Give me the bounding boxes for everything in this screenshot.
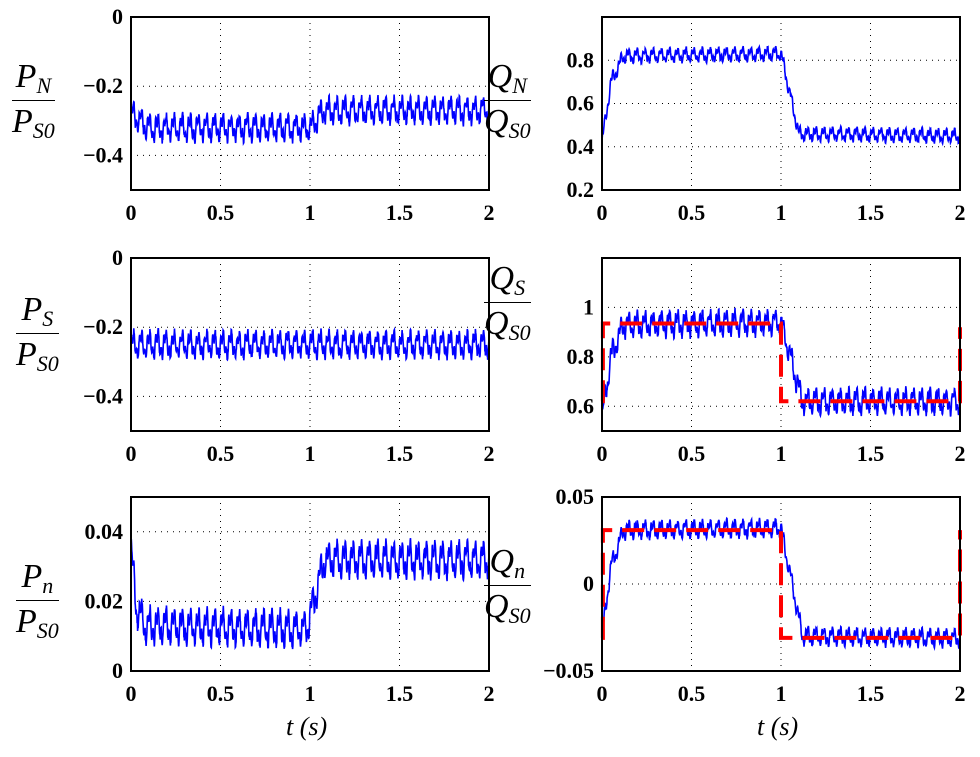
x-tick-label: 1.5 [386, 200, 414, 225]
subplot-2: 0 0.5 1 1.5 2 0 −0.2 −0.4 [83, 245, 495, 466]
y-tick-label: 0.02 [85, 588, 124, 613]
x-tick-label: 0 [597, 681, 608, 706]
y-tick-label: 0 [583, 571, 594, 596]
x-tick-label: 2 [484, 200, 495, 225]
ylabel-qs-over-qs0: QS QS0 [484, 260, 531, 345]
ylabel-qn-small-over-qs0: Qn QS0 [484, 543, 531, 628]
y-tick-label: 0 [112, 4, 123, 29]
y-tick-label: 0 [112, 245, 123, 270]
y-tick-label: 0.6 [567, 91, 595, 116]
axes-frame [601, 257, 961, 432]
y-tick-label: −0.4 [83, 383, 123, 408]
subplot-0: 0 0.5 1 1.5 2 0 −0.2 −0.4 [83, 4, 495, 225]
x-tick-label: 0.5 [207, 200, 235, 225]
y-tick-label: 0.6 [567, 393, 595, 418]
x-tick-label: 2 [484, 681, 495, 706]
x-tick-label: 1 [776, 681, 787, 706]
measured-series-line [601, 307, 961, 419]
axes-frame [130, 16, 490, 191]
axes-frame [130, 257, 490, 432]
x-tick-label: 1 [776, 441, 787, 466]
xlabel-right: t (s) [757, 712, 799, 741]
measured-series-line [130, 326, 490, 362]
y-tick-label: −0.2 [83, 314, 123, 339]
xlabel-left: t (s) [286, 712, 328, 741]
subplot-5: 0 0.5 1 1.5 20.050−0.05 [543, 484, 966, 706]
plot-area [131, 497, 489, 671]
x-tick-label: 0.5 [678, 681, 706, 706]
x-tick-label: 2 [955, 200, 966, 225]
x-tick-label: 0 [126, 441, 137, 466]
ylabel-ps-over-ps0: PS PS0 [16, 291, 59, 376]
x-tick-label: 2 [955, 441, 966, 466]
x-tick-label: 1 [305, 681, 316, 706]
x-tick-label: 1 [305, 441, 316, 466]
ylabel-pn-small-over-ps0: Pn PS0 [16, 558, 59, 643]
x-tick-label: 0 [597, 200, 608, 225]
x-tick-label: 0.5 [678, 441, 706, 466]
y-tick-label: 0 [112, 658, 123, 683]
x-tick-label: 0.5 [207, 441, 235, 466]
y-tick-label: −0.4 [83, 142, 123, 167]
x-tick-label: 1 [305, 200, 316, 225]
axes-frame [130, 496, 490, 672]
x-tick-label: 1.5 [857, 200, 885, 225]
measured-series-line [130, 537, 490, 651]
measured-series-line [601, 44, 961, 147]
x-tick-label: 1.5 [857, 441, 885, 466]
x-tick-label: 1.5 [386, 681, 414, 706]
y-tick-label: 0.4 [567, 134, 595, 159]
y-tick-label: 0.04 [85, 519, 124, 544]
axes-frame [601, 496, 961, 672]
x-tick-label: 2 [484, 441, 495, 466]
x-tick-label: 0 [126, 681, 137, 706]
measured-series-line [130, 92, 490, 146]
plot-area [602, 17, 960, 190]
axes-frame [601, 16, 961, 191]
x-tick-label: 0 [597, 441, 608, 466]
y-tick-label: 0.8 [567, 47, 595, 72]
y-tick-label: −0.05 [543, 658, 594, 683]
x-tick-label: 1 [776, 200, 787, 225]
x-tick-label: 2 [955, 681, 966, 706]
ylabel-pn-over-ps0: PN PS0 [12, 58, 55, 143]
y-tick-label: 0.05 [556, 484, 595, 509]
x-tick-label: 0.5 [207, 681, 235, 706]
x-tick-label: 0.5 [678, 200, 706, 225]
subplot-3: 0 0.5 1 1.5 2 1 0.8 0.6 [567, 257, 966, 466]
subplot-1: 0 0.5 1 1.5 2 0.8 0.6 0.4 0.2 [567, 16, 966, 225]
y-tick-label: −0.2 [83, 73, 123, 98]
y-tick-label: 0.2 [567, 177, 595, 202]
subplot-4: 0 0.5 1 1.5 2 0.04 0.02 0 [85, 496, 495, 706]
y-tick-label: 0.8 [567, 344, 595, 369]
x-tick-label: 1.5 [857, 681, 885, 706]
x-tick-label: 0 [126, 200, 137, 225]
y-tick-label: 1 [583, 294, 594, 319]
x-tick-label: 1.5 [386, 441, 414, 466]
ylabel-qn-over-qs0: QN QS0 [484, 58, 531, 143]
